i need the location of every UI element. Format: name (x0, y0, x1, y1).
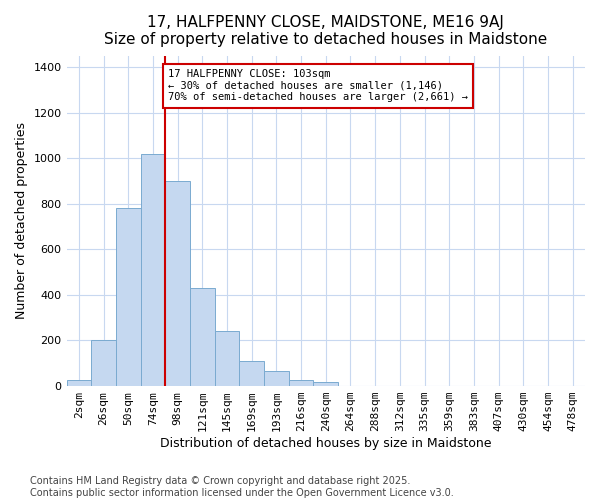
Bar (140, 154, 165, 386)
Y-axis label: Number of detached properties: Number of detached properties (15, 122, 28, 320)
Bar (67, 380, 91, 386)
Bar (116, 208, 140, 386)
Bar (239, 361, 264, 386)
Bar (91, 340, 116, 386)
Title: 17, HALFPENNY CLOSE, MAIDSTONE, ME16 9AJ
Size of property relative to detached h: 17, HALFPENNY CLOSE, MAIDSTONE, ME16 9AJ… (104, 15, 547, 48)
Bar (190, 288, 215, 386)
Bar (165, 181, 190, 386)
Text: 17 HALFPENNY CLOSE: 103sqm
← 30% of detached houses are smaller (1,146)
70% of s: 17 HALFPENNY CLOSE: 103sqm ← 30% of deta… (168, 69, 468, 102)
Bar (215, 332, 239, 386)
Text: Contains HM Land Registry data © Crown copyright and database right 2025.
Contai: Contains HM Land Registry data © Crown c… (30, 476, 454, 498)
Bar (289, 380, 313, 386)
Bar (313, 382, 338, 386)
X-axis label: Distribution of detached houses by size in Maidstone: Distribution of detached houses by size … (160, 437, 491, 450)
Bar (264, 372, 289, 386)
